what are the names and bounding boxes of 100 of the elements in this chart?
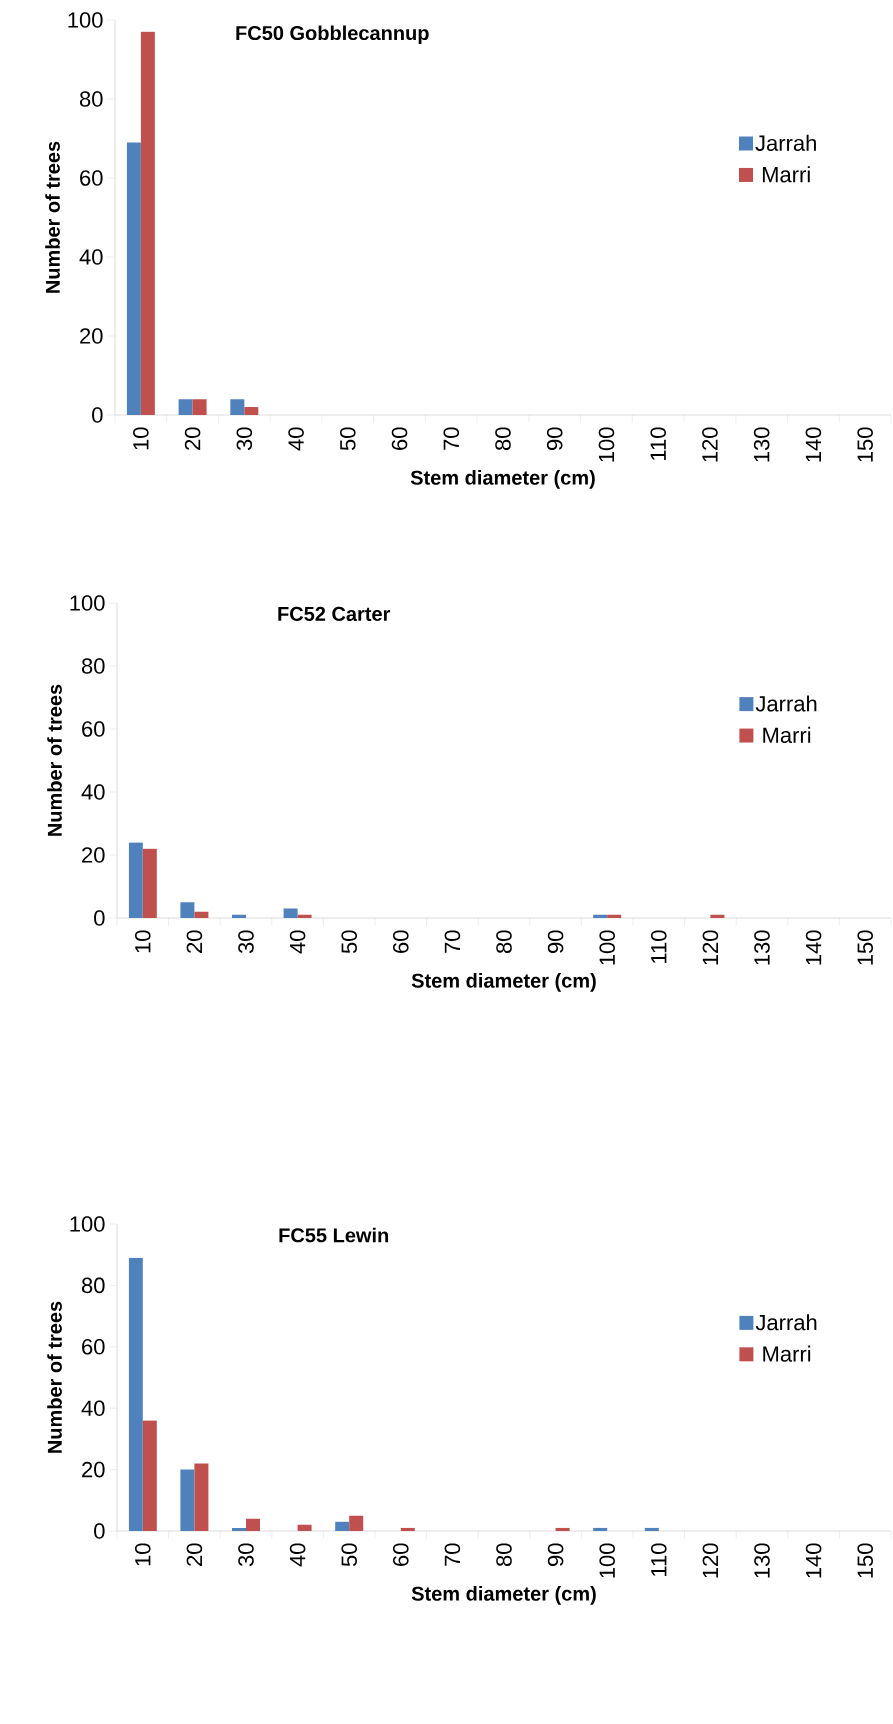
x-tick-label: 60 (391, 427, 408, 450)
bar (128, 1257, 143, 1531)
bar (607, 914, 622, 918)
y-tick-label: 60 (82, 721, 105, 737)
bar (710, 914, 725, 918)
bar (297, 914, 312, 918)
legend-label: Jarrah (755, 695, 817, 712)
bar (246, 1518, 260, 1531)
x-tick-label: 110 (651, 930, 667, 963)
x-tick-label: 50 (341, 930, 357, 954)
legend-label: Jarrah (755, 1314, 817, 1331)
bar (178, 399, 193, 415)
y-tick-label: 0 (92, 407, 103, 423)
x-tick-label: 10 (133, 427, 149, 450)
x-tick-label: 10 (135, 930, 151, 953)
legend-label: Marri (762, 166, 810, 183)
x-tick-label: 70 (444, 930, 461, 953)
bar (142, 848, 157, 918)
y-tick-label: 20 (80, 328, 103, 344)
x-tick-label: 150 (857, 1543, 873, 1578)
x-tick-label: 120 (702, 1543, 719, 1578)
x-tick-label: 100 (599, 1543, 615, 1578)
y-tick-label: 40 (81, 1400, 105, 1416)
x-tick-label: 110 (650, 427, 666, 460)
bar (192, 399, 207, 415)
y-tick-label: 80 (81, 1277, 105, 1294)
x-tick-label: 40 (289, 1543, 306, 1567)
x-tick-label: 80 (496, 1543, 512, 1567)
bar (126, 142, 141, 415)
y-axis-title: Number of trees (47, 1301, 62, 1453)
y-tick-label: 100 (70, 595, 105, 611)
bar (593, 914, 608, 918)
bar (644, 1527, 659, 1531)
chart-title: FC52 Carter (278, 606, 391, 621)
y-tick-label: 100 (68, 12, 103, 28)
bar (128, 842, 143, 918)
y-axis-title: Number of trees (45, 141, 60, 293)
x-tick-label: 140 (805, 1543, 822, 1578)
x-tick-label: 50 (341, 1543, 357, 1567)
bar (232, 914, 246, 918)
bar (194, 911, 209, 918)
x-axis-title: Stem diameter (cm) (411, 973, 596, 992)
x-tick-label: 30 (238, 930, 254, 954)
bar (244, 407, 259, 415)
y-tick-label: 20 (82, 847, 105, 863)
x-tick-label: 120 (702, 427, 718, 462)
x-tick-label: 50 (340, 427, 356, 451)
y-tick-label: 20 (82, 1461, 105, 1478)
y-tick-label: 40 (81, 784, 105, 800)
x-tick-label: 140 (805, 427, 822, 462)
x-tick-label: 80 (495, 427, 511, 451)
x-tick-label: 60 (393, 930, 409, 953)
bar (297, 1524, 312, 1531)
y-tick-label: 80 (79, 91, 103, 107)
x-tick-label: 130 (754, 930, 770, 965)
x-tick-label: 30 (236, 427, 253, 451)
x-axis-title: Stem diameter (cm) (410, 470, 595, 489)
bar (555, 1527, 570, 1531)
x-tick-label: 150 (857, 930, 873, 965)
legend-label: Jarrah (755, 134, 816, 151)
y-tick-label: 100 (70, 1216, 105, 1232)
bar (180, 902, 195, 918)
x-tick-label: 100 (598, 427, 615, 462)
y-tick-label: 0 (94, 910, 105, 926)
y-tick-label: 60 (80, 170, 103, 186)
bar (142, 1420, 157, 1531)
bar (230, 399, 245, 415)
bar (180, 1469, 195, 1531)
x-tick-label: 20 (186, 1543, 203, 1566)
x-tick-label: 40 (288, 427, 304, 451)
x-tick-label: 90 (547, 1543, 564, 1566)
x-tick-label: 100 (599, 930, 615, 965)
x-tick-label: 130 (753, 427, 770, 462)
bar (283, 908, 298, 918)
chart-title: FC50 Gobblecannup (236, 25, 429, 45)
x-tick-label: 110 (651, 1543, 667, 1576)
legend-label: Marri (763, 726, 811, 743)
bar (335, 1521, 350, 1531)
x-tick-label: 10 (135, 1543, 151, 1566)
x-tick-label: 60 (393, 1543, 409, 1566)
y-tick-label: 60 (82, 1338, 105, 1355)
x-tick-label: 70 (444, 1543, 461, 1566)
x-tick-label: 130 (754, 1543, 770, 1578)
x-tick-label: 140 (805, 930, 822, 965)
y-tick-label: 80 (81, 658, 105, 674)
x-tick-label: 70 (443, 427, 460, 450)
y-tick-label: 40 (79, 249, 103, 265)
x-tick-label: 90 (546, 427, 563, 450)
bar (140, 31, 155, 415)
chart-title: FC55 Lewin (279, 1227, 389, 1243)
bar (232, 1527, 246, 1531)
y-tick-label: 0 (94, 1523, 105, 1539)
x-tick-label: 80 (496, 930, 512, 954)
x-tick-label: 40 (289, 930, 306, 954)
x-tick-label: 90 (547, 930, 564, 953)
bar (400, 1527, 415, 1531)
bar (593, 1527, 608, 1531)
y-axis-title: Number of trees (47, 684, 62, 836)
x-axis-title: Stem diameter (cm) (411, 1586, 596, 1605)
x-tick-label: 20 (186, 930, 203, 953)
